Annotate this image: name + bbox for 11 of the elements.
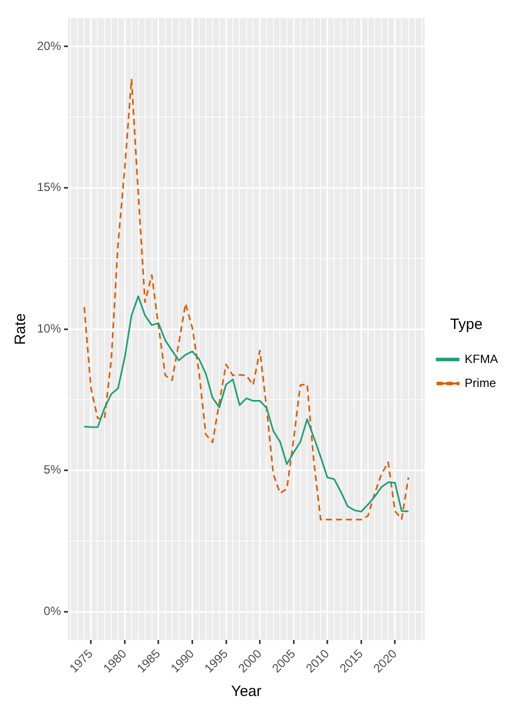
y-tick-label: 20% [36,38,62,53]
y-tick-label: 0% [44,604,62,618]
legend-label: Prime [464,376,496,390]
x-axis-title: Year [231,683,262,700]
y-tick-label: 15% [36,180,62,194]
legend-label: KFMA [464,352,498,366]
legend-title: Type [450,316,483,334]
y-tick-label: 5% [44,462,62,477]
line-series [83,78,410,520]
y-tick-label: 10% [36,321,62,336]
y-axis-title: Rate [12,313,30,345]
